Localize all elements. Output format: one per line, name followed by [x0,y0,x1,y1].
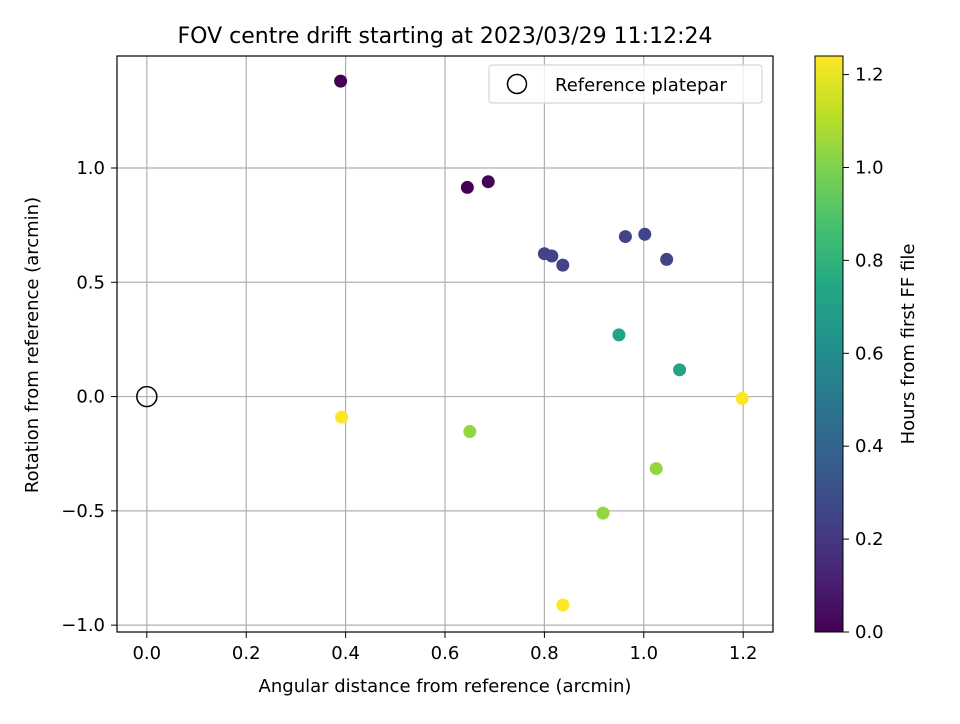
y-tick-label: −1.0 [61,615,105,636]
y-tick-label: 0.5 [76,272,105,293]
x-tick-label: 0.0 [132,643,161,664]
x-tick-label: 1.2 [729,643,758,664]
data-point [596,506,610,520]
data-point [460,180,474,194]
chart-title: FOV centre drift starting at 2023/03/29 … [178,24,713,49]
colorbar-label: Hours from first FF file [898,244,919,445]
colorbar: 0.0 0.2 0.4 0.6 0.8 1.0 1.2 Hours from first F… [814,55,919,643]
y-tick-label: 1.0 [76,158,105,179]
data-point [481,175,495,189]
data-point [556,598,570,612]
y-axis-label: Rotation from reference (arcmin) [22,197,43,493]
colorbar-tick-label: 1.0 [855,157,884,178]
x-tick-label: 0.6 [431,643,460,664]
legend-reference-label: Reference platepar [555,75,727,96]
legend-reference-marker [506,73,528,95]
y-tick-label: −0.5 [61,501,105,522]
x-axis-label: Angular distance from reference (arcmin) [259,676,632,697]
x-tick-label: 1.0 [629,643,658,664]
data-points [136,74,749,612]
colorbar-tick-label: 0.6 [855,343,884,364]
data-point [673,363,687,377]
reference-point-marker [136,385,158,408]
data-point [638,227,652,241]
y-tick-label: 0.0 [76,387,105,408]
legend: Reference platepar [488,64,763,104]
data-point [556,258,570,272]
x-tick-label: 0.4 [331,643,360,664]
data-point [649,462,663,476]
colorbar-tick-label: 0.2 [855,529,884,550]
data-point [545,249,559,263]
colorbar-tick-label: 0.8 [855,250,884,271]
data-point [618,230,632,244]
grid [117,56,773,632]
plot-frame [116,55,774,633]
data-point [334,74,348,88]
x-tick-label: 0.2 [232,643,261,664]
data-point [463,425,477,439]
data-point [612,328,626,342]
data-point [335,410,349,424]
colorbar-tick-label: 1.2 [855,65,884,86]
colorbar-gradient [814,55,844,633]
legend-box [488,64,763,104]
x-tick-label: 0.8 [530,643,559,664]
colorbar-ticks: 0.0 0.2 0.4 0.6 0.8 1.0 1.2 [843,65,884,643]
colorbar-tick-label: 0.0 [855,622,884,643]
data-point [735,391,749,405]
axes: 0.0 0.2 0.4 0.6 0.8 1.0 1.2 −1.0 −0.5 0.0 0.5 1.0 [61,55,774,664]
colorbar-tick-label: 0.4 [855,436,884,457]
data-point [660,252,674,266]
